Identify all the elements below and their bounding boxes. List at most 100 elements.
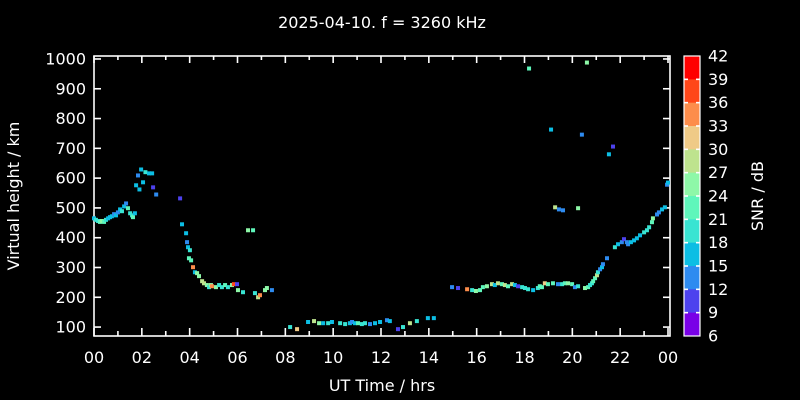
- x-tick-label: 02: [132, 348, 152, 367]
- colorbar-tick-label: 12: [708, 280, 728, 299]
- y-tick-label: 700: [55, 139, 86, 158]
- x-tick-label: 18: [514, 348, 534, 367]
- data-point: [295, 327, 300, 332]
- data-point: [269, 288, 274, 293]
- data-point: [202, 281, 207, 286]
- y-tick-label: 1000: [45, 49, 86, 68]
- data-point: [660, 207, 665, 212]
- data-point: [209, 284, 214, 289]
- colorbar-tick-label: 9: [708, 303, 718, 322]
- colorbar-tick-label: 6: [708, 327, 718, 346]
- colorbar-tick-label: 21: [708, 210, 728, 229]
- colorbar-segment: [684, 102, 700, 127]
- data-point: [583, 286, 588, 291]
- data-point: [572, 285, 577, 290]
- x-axis-label: UT Time / hrs: [328, 376, 436, 395]
- data-point: [387, 319, 392, 324]
- data-point: [520, 285, 525, 290]
- data-point: [560, 282, 565, 287]
- data-point: [317, 321, 322, 326]
- data-point: [93, 217, 98, 222]
- data-point: [624, 240, 629, 245]
- data-point: [223, 283, 228, 288]
- data-point: [553, 205, 558, 210]
- data-point: [141, 180, 146, 185]
- data-point: [130, 215, 135, 220]
- data-point: [312, 319, 317, 324]
- data-point: [192, 270, 197, 275]
- data-point: [395, 327, 400, 332]
- data-point: [213, 285, 218, 290]
- data-point: [662, 205, 667, 210]
- colorbar-tick-label: 42: [708, 47, 728, 66]
- data-point: [109, 214, 114, 219]
- data-point: [401, 325, 406, 330]
- data-point: [527, 66, 532, 71]
- data-point: [128, 211, 133, 216]
- data-point: [642, 230, 647, 235]
- data-point: [378, 320, 383, 324]
- data-point: [610, 144, 615, 149]
- data-point: [595, 270, 600, 275]
- data-point: [516, 284, 521, 289]
- data-point: [593, 276, 598, 281]
- data-point: [599, 265, 604, 270]
- data-point: [384, 318, 389, 323]
- colorbar-tick-label: 15: [708, 257, 728, 276]
- data-point: [235, 282, 240, 287]
- data-point: [665, 182, 670, 187]
- data-point: [125, 206, 130, 211]
- colorbar-segment: [684, 149, 700, 174]
- y-tick-label: 900: [55, 79, 86, 98]
- colorbar-tick-label: 24: [708, 187, 728, 206]
- data-point: [505, 284, 510, 289]
- data-point: [196, 274, 201, 279]
- data-point: [473, 289, 478, 294]
- y-tick-label: 800: [55, 109, 86, 128]
- data-point: [122, 204, 127, 209]
- data-point: [99, 219, 104, 224]
- x-tick-label: 08: [275, 348, 295, 367]
- x-tick-label: 06: [227, 348, 247, 367]
- data-point: [638, 233, 643, 238]
- data-point: [616, 242, 621, 247]
- data-point: [591, 279, 596, 284]
- data-point: [619, 240, 624, 245]
- data-point: [178, 196, 183, 201]
- y-tick-label: 600: [55, 169, 86, 188]
- y-tick-label: 100: [55, 318, 86, 337]
- colorbar-segment: [684, 79, 700, 104]
- data-point: [484, 284, 489, 289]
- data-point: [647, 225, 652, 230]
- data-point: [207, 285, 212, 290]
- data-point: [407, 321, 412, 326]
- data-point: [470, 288, 475, 293]
- data-point: [465, 287, 470, 292]
- x-tick-label: 04: [179, 348, 199, 367]
- data-point: [147, 171, 152, 176]
- data-point: [555, 282, 560, 287]
- y-tick-label: 500: [55, 198, 86, 217]
- data-point: [231, 282, 236, 287]
- data-point: [241, 290, 246, 295]
- colorbar-segment: [684, 126, 700, 150]
- data-point: [649, 220, 654, 225]
- colorbar-segment: [684, 266, 700, 290]
- data-point: [556, 207, 561, 212]
- data-point: [288, 325, 293, 330]
- data-point: [347, 321, 352, 326]
- x-tick-label: 00: [84, 348, 104, 367]
- data-point: [150, 171, 155, 176]
- data-point: [522, 286, 527, 291]
- x-tick-label: 00: [658, 348, 678, 367]
- data-point: [598, 267, 603, 272]
- data-point: [579, 132, 584, 137]
- data-point: [343, 322, 348, 327]
- data-point: [132, 211, 137, 216]
- data-point: [338, 321, 343, 326]
- data-point: [154, 192, 159, 197]
- chart-title: 2025-04-10. f = 3260 kHz: [278, 13, 486, 32]
- colorbar-segment: [684, 219, 700, 244]
- data-point: [431, 316, 436, 321]
- data-point: [124, 201, 129, 206]
